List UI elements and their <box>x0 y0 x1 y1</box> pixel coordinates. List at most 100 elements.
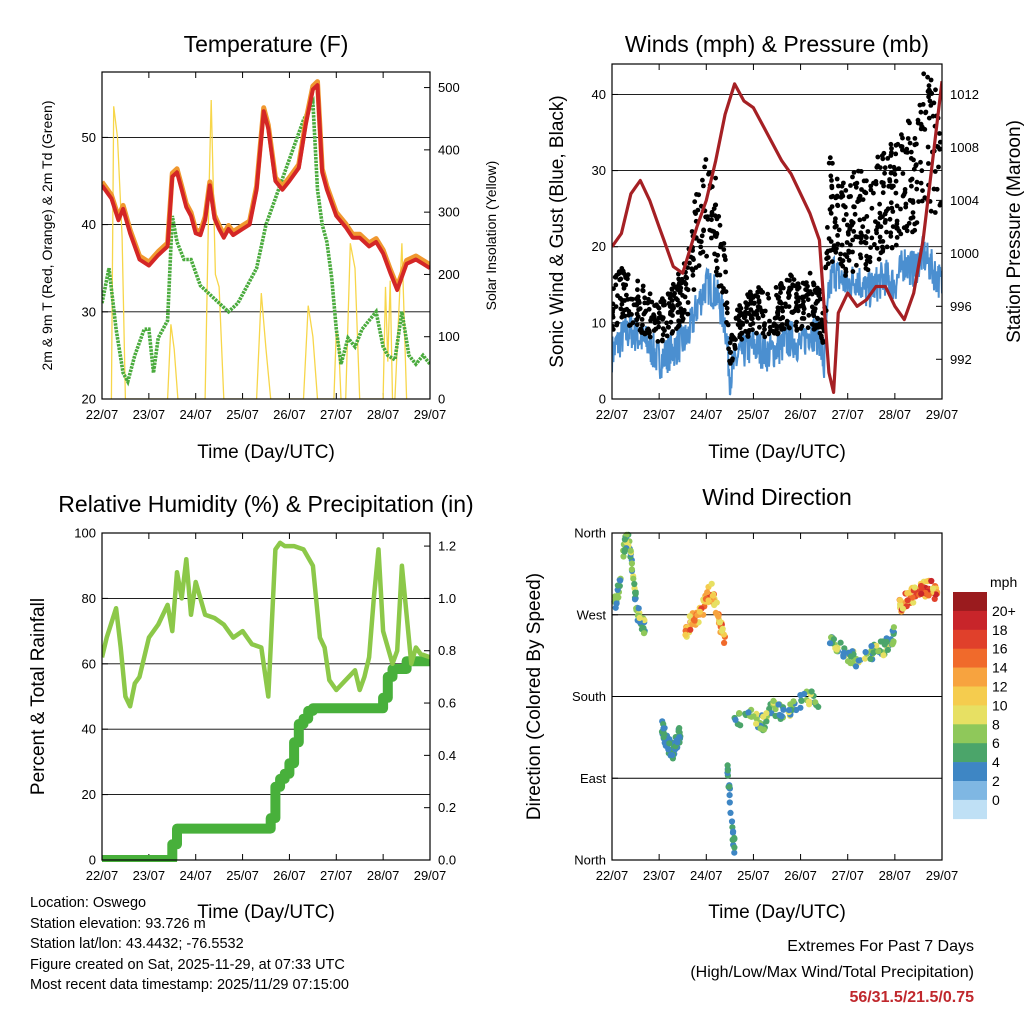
x-tick-label: 28/07 <box>879 868 912 883</box>
gust-point <box>704 253 709 259</box>
gust-point <box>724 320 729 325</box>
direction-point <box>925 592 932 599</box>
gust-point <box>838 194 844 200</box>
direction-point <box>715 613 722 620</box>
gust-point <box>612 274 618 280</box>
x-tick-label: 23/07 <box>643 868 676 883</box>
gust-point <box>774 327 779 332</box>
gust-point <box>642 310 648 315</box>
direction-point <box>621 536 629 543</box>
series-relative-humidity <box>102 540 430 709</box>
gust-point <box>864 258 870 263</box>
gust-point <box>850 174 855 180</box>
gust-point <box>723 289 729 294</box>
gust-point <box>888 200 894 206</box>
direction-point <box>909 594 916 601</box>
gust-point <box>839 190 844 196</box>
direction-point <box>704 589 711 596</box>
gust-point <box>649 299 655 305</box>
wind_direction-xlabel: Time (Day/UTC) <box>708 902 846 923</box>
direction-point <box>630 575 637 582</box>
gust-point <box>918 180 924 186</box>
gust-point <box>614 320 620 326</box>
gust-point <box>855 199 860 205</box>
created-text: Figure created on Sat, 2025-11-29, at 07… <box>30 956 345 973</box>
gust-point <box>685 311 691 317</box>
gust-point <box>857 193 863 199</box>
direction-point <box>641 617 648 624</box>
gust-point <box>881 150 887 156</box>
gust-point <box>875 154 881 160</box>
gust-point <box>920 102 926 107</box>
gust-point <box>737 325 743 331</box>
gust-point <box>894 218 900 224</box>
gust-point <box>680 293 685 298</box>
gust-point <box>699 233 705 239</box>
y-tick-label-right: 1008 <box>950 140 979 155</box>
gust-point <box>793 300 799 305</box>
gust-point <box>846 231 851 237</box>
direction-point <box>736 710 743 717</box>
gust-point <box>852 204 857 210</box>
gust-point <box>830 193 836 199</box>
gust-point <box>667 295 673 301</box>
gust-point <box>884 229 889 235</box>
gust-point <box>721 241 727 246</box>
gust-point <box>919 168 925 174</box>
gust-point <box>909 183 914 189</box>
gust-point <box>928 208 934 214</box>
gust-point <box>805 325 811 331</box>
gust-point <box>756 298 762 303</box>
gust-point <box>634 311 640 317</box>
gust-point <box>908 216 914 221</box>
gust-point <box>748 307 754 312</box>
direction-point <box>687 626 694 633</box>
location-text: Location: Oswego <box>30 895 147 911</box>
gust-point <box>850 237 855 243</box>
gust-point <box>812 326 817 332</box>
gust-point <box>936 164 941 170</box>
direction-point <box>928 577 935 585</box>
gust-point <box>801 299 806 304</box>
direction-point <box>855 657 862 664</box>
gust-point <box>799 316 805 321</box>
gust-point <box>660 315 666 321</box>
gust-point <box>709 235 714 241</box>
direction-point <box>632 590 639 597</box>
gust-point <box>700 177 705 183</box>
gust-point <box>827 155 833 161</box>
gust-point <box>918 109 924 115</box>
gust-point <box>833 216 838 222</box>
gust-point <box>846 194 852 200</box>
colorbar-label: 14 <box>992 660 1008 676</box>
gust-point <box>738 305 744 311</box>
direction-point <box>890 624 898 631</box>
gust-point <box>634 317 640 322</box>
gust-point <box>829 185 835 191</box>
direction-point <box>837 639 844 646</box>
extremes-summary: Extremes For Past 7 Days (High/Low/Max W… <box>690 934 974 1011</box>
gust-point <box>759 308 765 314</box>
gust-point <box>851 229 857 234</box>
direction-point <box>669 752 676 759</box>
gust-point <box>904 146 910 152</box>
gust-point <box>869 235 875 241</box>
temperature-plot-area <box>102 79 430 399</box>
direction-point <box>709 592 716 599</box>
gust-point <box>635 287 640 293</box>
gust-point <box>715 252 721 258</box>
wind_direction-chart: Wind Direction Time (Day/UTC) Direction (C… <box>524 484 958 923</box>
gust-point <box>788 272 793 278</box>
y-tick-label: 40 <box>592 87 606 102</box>
gust-point <box>878 250 884 256</box>
gust-point <box>762 321 767 327</box>
extremes-subtitle: (High/Low/Max Wind/Total Precipitation) <box>690 963 974 981</box>
y-tick-label-right: 1000 <box>950 246 979 261</box>
gust-point <box>737 332 743 338</box>
gust-point <box>907 120 912 126</box>
gust-point <box>904 228 910 234</box>
gust-point <box>714 231 720 237</box>
gust-point <box>889 245 895 251</box>
direction-point <box>731 849 738 856</box>
temperature-chart: Temperature (F) Time (Day/UTC) 2m & 9m T (… <box>39 31 499 463</box>
